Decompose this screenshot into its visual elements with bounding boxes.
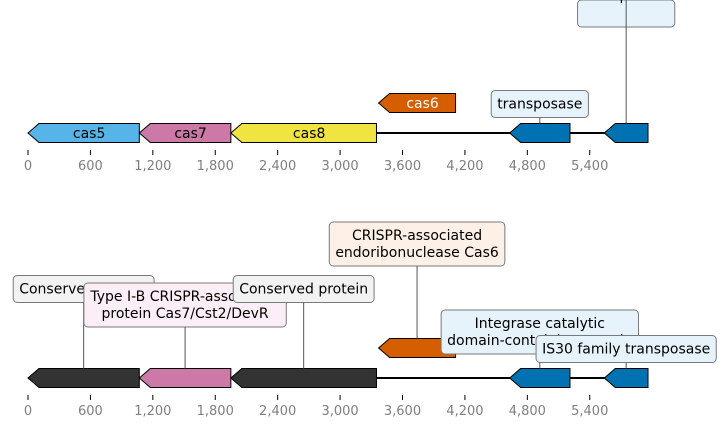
gene-arrow [377, 93, 457, 113]
tick-label: 2,400 [259, 159, 296, 174]
tick-label: 4,800 [509, 404, 546, 419]
callout-text: IS30 family transposase [542, 342, 710, 358]
tick-label: 1,800 [197, 404, 234, 419]
gene-arrow [230, 368, 377, 388]
callout-text: CRISPR-associated endoribonuclease Cas6 [335, 228, 499, 261]
gene-label: cas6 [406, 96, 439, 112]
tick-label: 3,600 [384, 159, 421, 174]
tick-label: 600 [78, 404, 103, 419]
gene-callout: transposase [577, 0, 676, 124]
gene-arrow [230, 123, 377, 143]
tick-label: 3,600 [384, 404, 421, 419]
tick-label: 0 [24, 404, 32, 419]
tick-label: 2,400 [259, 404, 296, 419]
tick-label: 1,800 [197, 159, 234, 174]
gene-arrow [603, 368, 649, 388]
tick-label: 600 [78, 159, 103, 174]
gene-callout: Conserved protein [232, 275, 375, 369]
gene-arrow [508, 123, 571, 143]
tick-label: 0 [24, 159, 32, 174]
tick-label: 5,400 [571, 404, 608, 419]
gene-callout: CRISPR-associated endoribonuclease Cas6 [328, 221, 506, 339]
tick-label: 1,200 [134, 404, 171, 419]
callout-text: Type I-B CRISPR-associated protein Cas7/C… [89, 289, 279, 322]
tick-label: 4,800 [509, 159, 546, 174]
gene-label: cas7 [174, 126, 206, 142]
axis-2: 0 600 1,200 1,800 2,400 3,000 3,600 4,200 4,800 5… [24, 395, 608, 419]
callout-text: transposase [497, 97, 582, 113]
callout-text: Conserved protein [239, 282, 368, 298]
gene-label: cas8 [293, 126, 325, 142]
gene-callout: transposase [490, 90, 589, 124]
axis-1: 0 600 1,200 1,800 2,400 3,000 3,600 4,200 4,800 5… [24, 150, 608, 174]
tick-label: 4,200 [446, 159, 483, 174]
gene-callout: IS30 family transposase [535, 335, 717, 369]
gene-arrow [508, 368, 571, 388]
gene-arrow [138, 368, 232, 388]
track-1: cas5 cas7 cas8 cas6 transposasetransposase 0 6… [24, 0, 676, 174]
gene-label: cas5 [73, 126, 105, 142]
gene-arrow [27, 368, 140, 388]
tick-label: 3,000 [321, 159, 358, 174]
gene-arrow [603, 123, 649, 143]
tick-label: 4,200 [446, 404, 483, 419]
tick-label: 5,400 [571, 159, 608, 174]
track-2: Conserved protein Type I-B CRISPR-associ… [12, 221, 717, 419]
tick-label: 3,000 [321, 404, 358, 419]
tick-label: 1,200 [134, 159, 171, 174]
